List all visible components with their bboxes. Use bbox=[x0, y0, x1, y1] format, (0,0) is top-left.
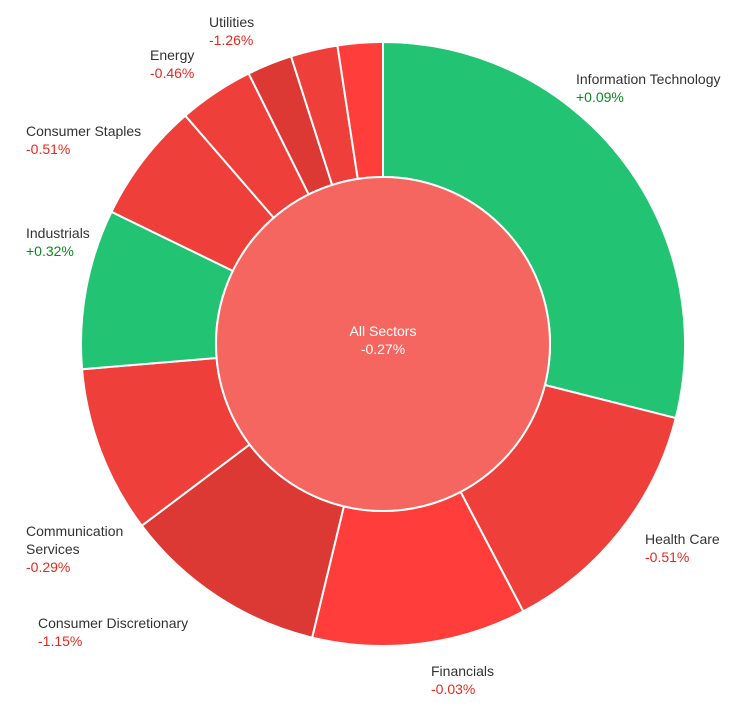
label-change-consumer-discretionary: -1.15% bbox=[38, 633, 83, 649]
label-industrials: Industrials +0.32% bbox=[26, 224, 90, 260]
label-name-financials: Financials bbox=[431, 663, 495, 679]
label-change-financials: -0.03% bbox=[431, 681, 476, 697]
label-change-industrials: +0.32% bbox=[26, 243, 74, 259]
label-consumer-discretionary: Consumer Discretionary -1.15% bbox=[38, 614, 188, 650]
center-label: All Sectors -0.27% bbox=[283, 322, 483, 358]
label-change-utilities: -1.26% bbox=[209, 32, 254, 48]
label-name-health-care: Health Care bbox=[645, 531, 720, 547]
label-change-information-technology: +0.09% bbox=[576, 89, 624, 105]
label-name-utilities: Utilities bbox=[209, 14, 255, 30]
label-name-consumer-staples: Consumer Staples bbox=[26, 123, 142, 139]
label-consumer-staples: Consumer Staples -0.51% bbox=[26, 122, 141, 158]
label-financials: Financials -0.03% bbox=[431, 662, 494, 698]
label-change-consumer-staples: -0.51% bbox=[26, 141, 71, 157]
label-change-communication-services: -0.29% bbox=[26, 559, 71, 575]
sector-slices bbox=[80, 40, 686, 647]
label-communication-services: Communication Services -0.29% bbox=[26, 522, 146, 576]
center-label-change: -0.27% bbox=[360, 341, 406, 357]
label-change-energy: -0.46% bbox=[150, 65, 195, 81]
label-energy: Energy -0.46% bbox=[150, 46, 194, 82]
center-circle-all-sectors[interactable] bbox=[215, 176, 551, 512]
label-information-technology: Information Technology +0.09% bbox=[576, 70, 721, 106]
label-utilities: Utilities -1.26% bbox=[209, 13, 254, 49]
label-name-energy: Energy bbox=[150, 47, 195, 63]
label-name-communication-services: Communication Services bbox=[26, 523, 124, 557]
label-name-information-technology: Information Technology bbox=[576, 71, 721, 87]
label-health-care: Health Care -0.51% bbox=[645, 530, 720, 566]
label-change-health-care: -0.51% bbox=[645, 549, 690, 565]
label-name-consumer-discretionary: Consumer Discretionary bbox=[38, 615, 189, 631]
label-name-industrials: Industrials bbox=[26, 225, 90, 241]
center-label-name: All Sectors bbox=[349, 323, 417, 339]
